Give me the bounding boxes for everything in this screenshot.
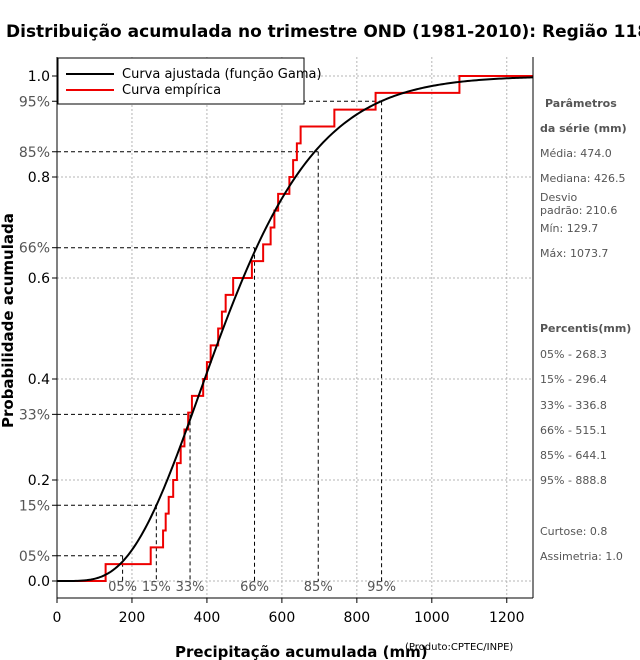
percentile-label-2: 33% xyxy=(176,580,205,595)
stat-p15: 15% - 296.4 xyxy=(540,373,607,386)
statistics-panel: Parâmetros da série (mm) Média: 474.0 Me… xyxy=(540,97,631,563)
y-tick-label-4: 33% xyxy=(19,407,50,423)
params-title-line2: da série (mm) xyxy=(540,122,627,135)
stat-p85: 85% - 644.1 xyxy=(540,449,607,462)
stat-assimetria: Assimetria: 1.0 xyxy=(540,550,623,563)
stat-p95: 95% - 888.8 xyxy=(540,474,607,487)
stat-p66: 66% - 515.1 xyxy=(540,424,607,437)
y-tick-label-8: 0.8 xyxy=(28,170,50,186)
stat-max: Máx: 1073.7 xyxy=(540,247,608,260)
legend-label-empirical: Curva empírica xyxy=(122,83,221,98)
percentile-label-5: 95% xyxy=(367,580,396,595)
y-tick-label-11: 1.0 xyxy=(28,69,50,85)
axes: 0 200 400 600 800 1000 1200 0.0 05% 15% 0.2 33% 0.4 0… xyxy=(19,57,534,626)
y-tick-label-3: 0.2 xyxy=(28,473,50,489)
percentile-label-0: 05% xyxy=(108,580,137,595)
stat-p33: 33% - 336.8 xyxy=(540,399,607,412)
stat-curtose: Curtose: 0.8 xyxy=(540,525,607,538)
x-tick-label-6: 1200 xyxy=(489,610,525,626)
stat-desvio-line1: Desvio xyxy=(540,191,578,204)
y-tick-label-5: 0.4 xyxy=(28,372,50,388)
stat-p05: 05% - 268.3 xyxy=(540,348,607,361)
percentile-label-3: 66% xyxy=(240,580,269,595)
percentile-label-1: 15% xyxy=(142,580,171,595)
y-tick-label-0: 0.0 xyxy=(28,574,50,590)
y-tick-label-10: 95% xyxy=(19,94,50,110)
percentile-guides: 05% 15% 33% 66% 85% 95% xyxy=(57,100,396,595)
y-tick-label-9: 85% xyxy=(19,145,50,161)
legend-box xyxy=(57,57,305,105)
y-tick-label-2: 15% xyxy=(19,498,50,514)
stat-mediana: Mediana: 426.5 xyxy=(540,172,625,185)
series-group xyxy=(57,75,534,582)
stat-min: Mín: 129.7 xyxy=(540,222,598,235)
y-tick-label-6: 0.6 xyxy=(28,271,50,287)
y-tick-label-1: 05% xyxy=(19,549,50,565)
chart-title: Distribuição acumulada no trimestre OND … xyxy=(6,22,640,42)
stat-desvio-line2: padrão: 210.6 xyxy=(540,204,617,217)
y-axis-title: Probabilidade acumulada xyxy=(0,213,17,428)
x-tick-label-4: 800 xyxy=(343,610,370,626)
fitted-gamma-curve xyxy=(57,76,534,582)
percentis-title: Percentis(mm) xyxy=(540,322,631,335)
empirical-curve xyxy=(57,75,533,582)
legend-label-fitted: Curva ajustada (função Gama) xyxy=(122,67,322,82)
x-axis-title: Precipitação acumulada (mm) xyxy=(175,643,428,660)
x-tick-label-5: 1000 xyxy=(414,610,450,626)
stat-media: Média: 474.0 xyxy=(540,147,612,160)
x-tick-label-1: 200 xyxy=(119,610,146,626)
x-tick-label-3: 600 xyxy=(269,610,296,626)
x-tick-label-0: 0 xyxy=(53,610,62,626)
percentile-label-4: 85% xyxy=(304,580,333,595)
params-title-line1: Parâmetros xyxy=(545,97,617,110)
x-tick-label-2: 400 xyxy=(194,610,221,626)
legend: Curva ajustada (função Gama) Curva empír… xyxy=(57,57,322,105)
grid xyxy=(56,57,533,598)
y-tick-label-7: 66% xyxy=(19,241,50,257)
product-credit: (Produto:CPTEC/INPE) xyxy=(405,642,513,653)
